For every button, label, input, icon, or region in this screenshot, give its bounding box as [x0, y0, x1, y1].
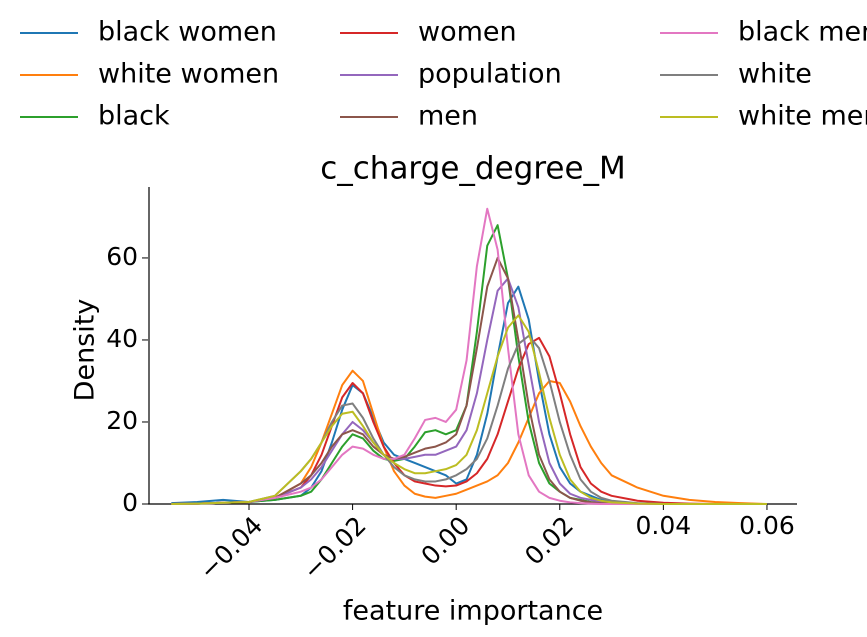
x-tick-label: 0.06	[739, 511, 795, 540]
x-tick-label: 0.02	[519, 511, 579, 571]
x-tick-label: 0.04	[636, 511, 692, 540]
density-line	[171, 207, 767, 505]
density-line	[171, 277, 767, 505]
legend-label: white men	[738, 101, 867, 132]
y-tick-label: 0	[122, 488, 138, 517]
density-line	[171, 314, 767, 505]
legend-label: men	[418, 101, 478, 132]
x-tick-label: −0.02	[297, 511, 372, 586]
legend-label: women	[418, 17, 517, 48]
y-tick-label: 60	[106, 242, 138, 271]
legend-label: population	[418, 59, 562, 90]
y-axis-label: Density	[70, 299, 101, 402]
legend-label: black women	[98, 17, 277, 48]
y-tick-label: 20	[106, 406, 138, 435]
density-line	[171, 336, 767, 505]
density-line	[171, 224, 767, 505]
x-tick-label: −0.04	[194, 511, 269, 586]
x-tick-label: 0.00	[416, 511, 476, 571]
legend-label: white	[738, 59, 812, 90]
legend-label: white women	[98, 59, 279, 90]
y-tick-label: 40	[106, 324, 138, 353]
x-axis-label: feature importance	[343, 596, 603, 627]
legend-label: black	[98, 101, 170, 132]
chart-title: c_charge_degree_M	[320, 151, 626, 187]
legend-label: black men	[738, 17, 867, 48]
